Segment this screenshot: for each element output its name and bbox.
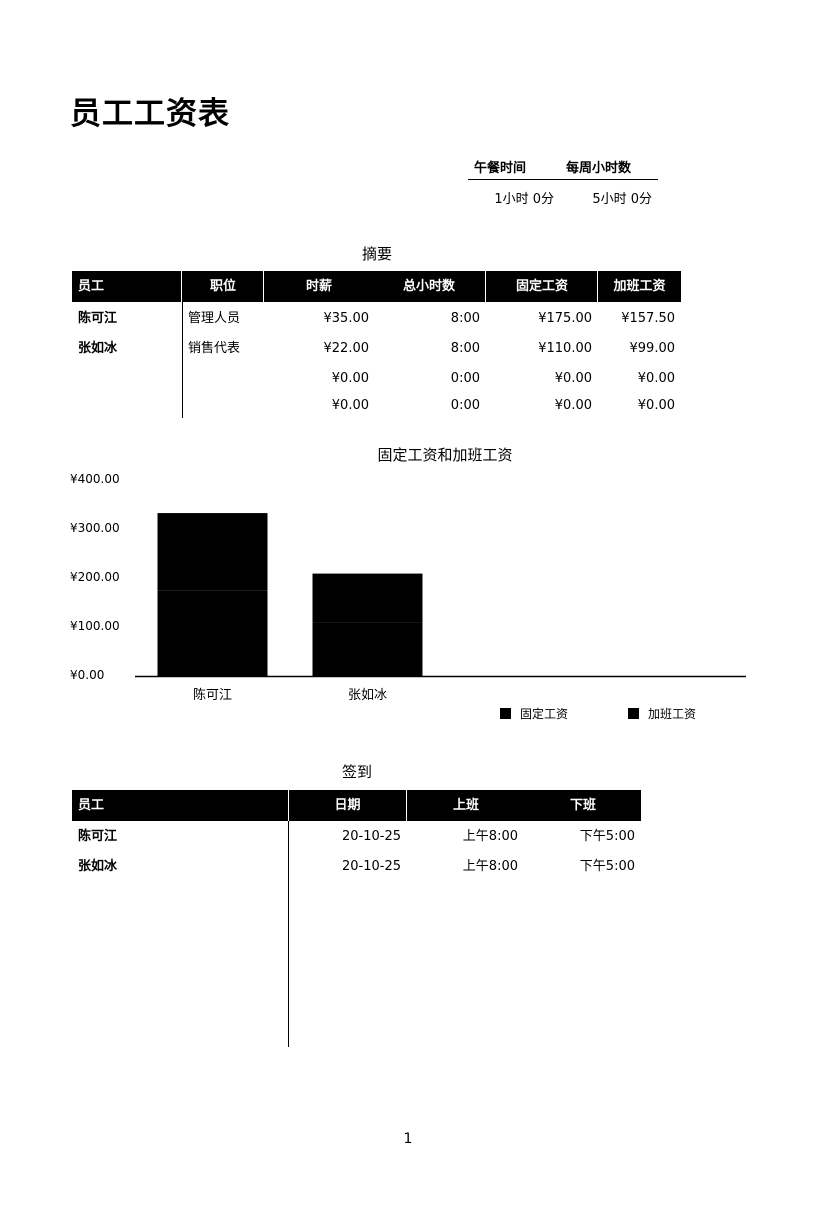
summary-cell-overtime-pay: ¥0.00: [637, 398, 675, 413]
weekly-hours-label: 每周小时数: [566, 161, 632, 176]
y-tick-label: ¥200.00: [70, 570, 120, 584]
lunch-time-value: 1小时 0分: [494, 192, 554, 207]
checkin-cell-clock-in: 上午8:00: [462, 859, 518, 874]
legend-label-regular-pay: 固定工资: [520, 707, 569, 721]
checkin-cell-employee: 张如冰: [78, 859, 118, 874]
checkin-header-date: 日期: [334, 798, 361, 813]
y-tick-label: ¥400.00: [70, 472, 120, 486]
page-title: 员工工资表: [70, 96, 230, 132]
checkin-column-divider: [288, 821, 289, 1047]
lunch-time-label: 午餐时间: [474, 161, 527, 176]
checkin-header-employee: 员工: [78, 798, 105, 813]
checkin-cell-clock-out: 下午5:00: [579, 859, 635, 874]
summary-header-separator: [263, 271, 264, 302]
summary-cell-overtime-pay: ¥157.50: [621, 311, 675, 326]
summary-header-separator: [181, 271, 182, 302]
checkin-header-separator: [288, 790, 289, 821]
hours-divider: [468, 179, 658, 180]
summary-header-employee: 员工: [78, 279, 105, 294]
bar-overtime-pay: [157, 513, 268, 591]
x-tick-label: 张如冰: [347, 688, 387, 703]
summary-cell-regular-pay: ¥0.00: [554, 398, 592, 413]
summary-cell-position: [188, 398, 278, 414]
checkin-cell-date: 20-10-25: [341, 859, 401, 874]
summary-header-hourly-rate: 时薪: [305, 279, 332, 294]
summary-cell-position: 管理人员: [188, 311, 241, 326]
summary-cell-hourly-rate: ¥0.00: [331, 398, 369, 413]
checkin-cell-clock-out: 下午5:00: [579, 829, 635, 844]
y-tick-label: ¥300.00: [70, 521, 120, 535]
summary-title: 摘要: [361, 245, 392, 263]
legend-swatch-overtime-pay: [628, 708, 639, 719]
bar-overtime-pay: [312, 573, 423, 623]
summary-header-position: 职位: [209, 279, 236, 294]
page-number: 1: [403, 1131, 413, 1147]
checkin-cell-date: 20-10-25: [341, 829, 401, 844]
summary-cell-total-hours: 0:00: [450, 398, 480, 413]
checkin-cell-clock-in: 上午8:00: [462, 829, 518, 844]
summary-cell-hourly-rate: ¥35.00: [323, 311, 370, 326]
checkin-table-header: 员工 日期 上班 下班: [72, 790, 641, 821]
summary-cell-regular-pay: ¥0.00: [554, 371, 592, 386]
summary-cell-hourly-rate: ¥22.00: [323, 341, 370, 356]
checkin-cell-employee: 陈可江: [78, 829, 118, 844]
summary-cell-total-hours: 8:00: [450, 341, 480, 356]
summary-cell-total-hours: 8:00: [450, 311, 480, 326]
summary-cell-position: [188, 371, 278, 387]
summary-cell-position: 销售代表: [188, 341, 241, 356]
checkin-header-separator: [406, 790, 407, 821]
summary-cell-overtime-pay: ¥0.00: [637, 371, 675, 386]
summary-cell-hourly-rate: ¥0.00: [331, 371, 369, 386]
summary-cell-regular-pay: ¥175.00: [538, 311, 592, 326]
legend-item-regular-pay: 固定工资: [500, 705, 568, 722]
chart-title: 固定工资和加班工资: [377, 446, 513, 464]
summary-cell-employee: [78, 371, 178, 387]
summary-cell-total-hours: 0:00: [450, 371, 480, 386]
x-tick-label: 陈可江: [192, 688, 232, 703]
summary-cell-overtime-pay: ¥99.00: [629, 341, 676, 356]
checkin-header-clock-out: 下班: [569, 798, 596, 813]
summary-header-separator: [597, 271, 598, 302]
summary-header-total-hours: 总小时数: [402, 279, 455, 294]
summary-cell-employee: 张如冰: [78, 341, 118, 356]
y-tick-label: ¥0.00: [70, 668, 105, 682]
summary-cell-employee: 陈可江: [78, 311, 118, 326]
legend-item-overtime-pay: 加班工资: [628, 705, 696, 722]
summary-column-divider: [182, 302, 183, 418]
summary-cell-employee: [78, 398, 178, 414]
summary-header-regular-pay: 固定工资: [515, 279, 568, 294]
legend-label-overtime-pay: 加班工资: [648, 707, 697, 721]
bar-regular-pay: [312, 622, 423, 676]
bar-regular-pay: [157, 590, 268, 676]
legend-swatch-regular-pay: [500, 708, 511, 719]
summary-header-separator: [485, 271, 486, 302]
checkin-title: 签到: [341, 763, 372, 781]
weekly-hours-value: 5小时 0分: [592, 192, 652, 207]
summary-cell-regular-pay: ¥110.00: [538, 341, 592, 356]
summary-header-overtime-pay: 加班工资: [613, 279, 666, 294]
summary-table-header: 员工 职位 时薪 总小时数 固定工资 加班工资: [72, 271, 681, 302]
checkin-header-clock-in: 上班: [452, 798, 479, 813]
y-tick-label: ¥100.00: [70, 619, 120, 633]
